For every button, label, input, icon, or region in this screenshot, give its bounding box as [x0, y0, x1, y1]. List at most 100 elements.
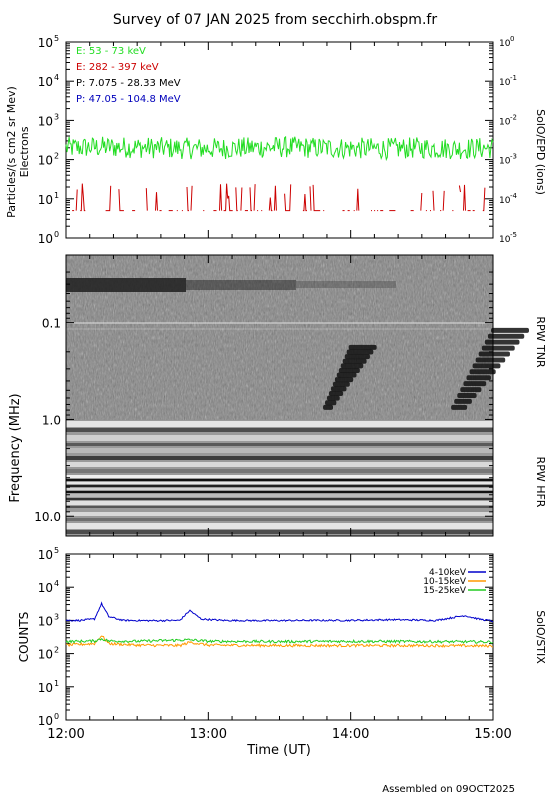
series-line: [273, 185, 277, 211]
time-axis-title: Time (UT): [246, 743, 311, 758]
series-line: [309, 186, 312, 211]
legend-item: 4-10keV: [429, 568, 467, 578]
y-tick-label: 10 3: [38, 112, 59, 128]
y-tick-label: 10 2: [38, 152, 59, 168]
y-tick-label: 10 1: [38, 191, 59, 207]
particles-right-label: SolO/EPD (ions): [534, 109, 547, 195]
burst-mark: [328, 391, 344, 397]
radio-bursts: [323, 327, 529, 410]
series-line: [463, 184, 466, 211]
burst-mark: [336, 372, 357, 378]
x-tick-label: 12:00: [47, 727, 84, 742]
legend-item: E: 53 - 73 keV: [76, 46, 146, 57]
svg-text:10: 10: [38, 232, 53, 246]
y-tick-label: 10 0: [38, 712, 59, 728]
svg-text:10: 10: [38, 193, 53, 207]
series-line: [235, 187, 238, 212]
radio-right-label-tnr: RPW TNR: [534, 316, 547, 368]
burst-mark: [481, 345, 515, 351]
radio-panel: 0.1 1.0 10.0 Frequency (MHz) RPW TNR RPW H…: [8, 254, 547, 537]
particles-y-label: Particles/(s cm2 sr Mev): [5, 86, 18, 218]
y-tick-label: 10 -4: [499, 192, 518, 206]
svg-text:-3: -3: [510, 153, 517, 161]
legend-item: E: 282 - 397 keV: [76, 62, 159, 73]
legend-item: 10-15keV: [423, 577, 467, 587]
svg-text:5: 5: [54, 546, 59, 555]
burst-mark: [451, 404, 468, 410]
y-tick-label: 10 -5: [499, 231, 517, 245]
burst-mark: [484, 339, 520, 345]
svg-text:2: 2: [54, 152, 59, 161]
legend-item: P: 47.05 - 104.8 MeV: [76, 94, 181, 105]
x-tick-label: 13:00: [190, 727, 227, 742]
svg-text:10: 10: [499, 157, 511, 167]
series-line: [420, 192, 423, 211]
svg-text:10: 10: [38, 548, 53, 562]
svg-text:10: 10: [38, 581, 53, 595]
series-line: [253, 184, 256, 211]
burst-mark: [463, 381, 487, 387]
svg-text:0: 0: [510, 35, 514, 43]
y-tick-label: 10 1: [38, 679, 59, 695]
series-line: [219, 184, 223, 211]
y-tick-label: 0.1: [42, 317, 61, 331]
svg-text:2: 2: [54, 646, 59, 655]
stix-right-label: SolO/STIX: [534, 610, 547, 664]
stix-legend: 4-10keV 10-15keV 15-25keV: [423, 568, 486, 596]
x-tick-label: 15:00: [474, 727, 511, 742]
series-line: [356, 188, 360, 211]
burst-mark: [460, 387, 482, 393]
burst-mark: [346, 349, 374, 355]
stix-y-label: COUNTS: [17, 612, 31, 663]
series-line: [190, 185, 193, 211]
radio-y-axis: 0.1 1.0 10.0: [34, 254, 493, 524]
particles-series: [65, 135, 494, 212]
svg-text:10: 10: [38, 648, 53, 662]
burst-mark: [330, 386, 347, 392]
series-line: [105, 185, 112, 212]
svg-text:10: 10: [499, 235, 511, 245]
burst-mark: [325, 400, 337, 406]
y-tick-label: 10 0: [499, 35, 514, 49]
svg-text:-2: -2: [510, 113, 517, 121]
series-line: [458, 185, 461, 193]
legend-item: 15-25keV: [423, 586, 467, 596]
stix-series: [65, 601, 494, 648]
burst-mark: [332, 381, 350, 387]
burst-mark: [469, 369, 496, 375]
svg-text:10: 10: [38, 681, 53, 695]
svg-text:3: 3: [54, 112, 59, 121]
burst-mark: [334, 377, 354, 383]
series-line: [302, 193, 307, 212]
legend-item: P: 7.075 - 28.33 MeV: [76, 78, 181, 89]
series-line: [312, 184, 321, 212]
radio-x-ticks: [65, 255, 494, 536]
series-line: [80, 183, 86, 212]
figure-title: Survey of 07 JAN 2025 from secchirh.obsp…: [113, 12, 437, 28]
svg-text:-5: -5: [510, 231, 517, 239]
svg-text:10: 10: [38, 714, 53, 728]
burst-mark: [348, 344, 377, 350]
y-tick-label: 1.0: [42, 413, 61, 427]
svg-text:10: 10: [499, 39, 511, 49]
svg-text:10: 10: [499, 196, 511, 206]
svg-text:4: 4: [54, 73, 59, 82]
svg-text:0: 0: [54, 230, 59, 239]
svg-text:10: 10: [38, 114, 53, 128]
y-tick-label: 10 4: [38, 579, 59, 595]
svg-text:1: 1: [54, 191, 59, 200]
burst-mark: [478, 351, 510, 357]
y-tick-label: 10 2: [38, 646, 59, 662]
series-line: [268, 197, 273, 212]
y-tick-label: 10 0: [38, 230, 59, 246]
particles-x-ticks: [65, 42, 494, 238]
series-line: [65, 135, 494, 162]
burst-mark: [342, 358, 367, 364]
svg-text:10: 10: [38, 75, 53, 89]
y-tick-label: 10 3: [38, 612, 59, 628]
svg-text:10: 10: [38, 614, 53, 628]
